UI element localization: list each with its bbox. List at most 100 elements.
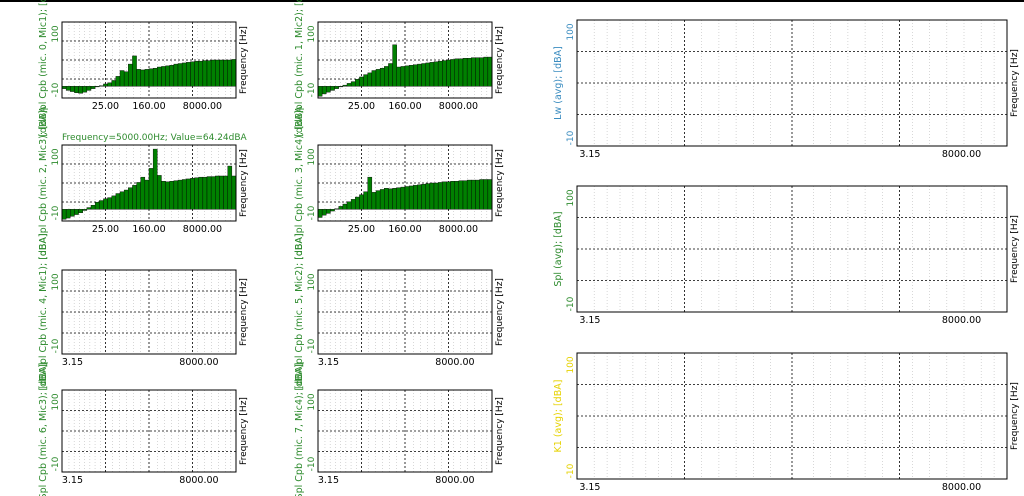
- spectrum-bar[interactable]: [466, 58, 472, 87]
- spectrum-bar[interactable]: [346, 83, 352, 87]
- spectrum-bar[interactable]: [227, 165, 233, 210]
- spectrum-bar[interactable]: [136, 182, 141, 210]
- spectrum-bar[interactable]: [219, 59, 224, 87]
- spectrum-bar[interactable]: [330, 209, 335, 212]
- spectrum-bar[interactable]: [450, 181, 455, 210]
- spectrum-bar[interactable]: [103, 83, 108, 87]
- spectrum-bar[interactable]: [90, 205, 96, 210]
- spectrum-bar[interactable]: [181, 62, 187, 87]
- spectrum-bar[interactable]: [173, 180, 179, 210]
- spectrum-bar[interactable]: [388, 63, 393, 87]
- spectrum-bar[interactable]: [363, 74, 368, 87]
- spectrum-bar[interactable]: [70, 209, 75, 217]
- spectrum-bar[interactable]: [367, 72, 373, 87]
- spectrum-bar[interactable]: [487, 56, 493, 87]
- spectrum-bar[interactable]: [396, 187, 402, 210]
- spectrum-bar[interactable]: [317, 209, 323, 218]
- spectrum-bar[interactable]: [177, 179, 183, 210]
- spectrum-bar[interactable]: [65, 86, 71, 91]
- spectrum-bar[interactable]: [206, 60, 212, 87]
- spectrum-bar[interactable]: [454, 58, 460, 87]
- spectrum-bar[interactable]: [119, 191, 125, 210]
- spectrum-bar[interactable]: [355, 79, 360, 87]
- spectrum-bar[interactable]: [198, 60, 204, 87]
- spectrum-bar[interactable]: [190, 61, 195, 87]
- spectrum-bar[interactable]: [437, 60, 443, 87]
- spectrum-bar[interactable]: [417, 63, 422, 87]
- spectrum-bar[interactable]: [462, 58, 468, 87]
- spectrum-bar[interactable]: [86, 207, 92, 210]
- spectrum-bar[interactable]: [99, 200, 104, 210]
- spectrum-bar[interactable]: [413, 185, 418, 210]
- spectrum-bar[interactable]: [78, 86, 83, 94]
- spectrum-bar[interactable]: [186, 62, 191, 87]
- spectrum-bar[interactable]: [350, 81, 356, 87]
- spectrum-bar[interactable]: [82, 209, 88, 211]
- spectrum-bar[interactable]: [194, 177, 199, 210]
- spectrum-bar[interactable]: [148, 168, 154, 210]
- spectrum-bar[interactable]: [450, 59, 455, 87]
- spectrum-bar[interactable]: [165, 181, 170, 210]
- spectrum-bar[interactable]: [321, 209, 327, 216]
- spectrum-bar[interactable]: [210, 176, 216, 210]
- spectrum-bar[interactable]: [375, 190, 381, 210]
- spectrum-bar[interactable]: [107, 197, 112, 210]
- spectrum-bar[interactable]: [392, 44, 397, 87]
- spectrum-bar[interactable]: [165, 65, 170, 87]
- spectrum-bar[interactable]: [78, 209, 83, 214]
- spectrum-bar[interactable]: [202, 176, 208, 210]
- spectrum-bar[interactable]: [425, 62, 431, 87]
- spectrum-bar[interactable]: [330, 86, 335, 91]
- spectrum-bar[interactable]: [86, 86, 92, 91]
- spectrum-bar[interactable]: [355, 196, 360, 210]
- spectrum-bar[interactable]: [152, 67, 158, 87]
- spectrum-bar[interactable]: [210, 59, 216, 87]
- spectrum-bar[interactable]: [94, 202, 100, 210]
- spectrum-bar[interactable]: [186, 178, 191, 210]
- spectrum-bar[interactable]: [99, 85, 104, 87]
- spectrum-bar[interactable]: [136, 69, 141, 87]
- spectrum-bar[interactable]: [421, 63, 426, 87]
- spectrum-bar[interactable]: [458, 180, 464, 210]
- spectrum-bar[interactable]: [231, 59, 237, 87]
- spectrum-bar[interactable]: [433, 61, 439, 87]
- spectrum-bar[interactable]: [157, 175, 162, 210]
- spectrum-bar[interactable]: [74, 209, 79, 215]
- spectrum-bar[interactable]: [148, 68, 154, 87]
- spectrum-bar[interactable]: [115, 76, 121, 87]
- spectrum-bar[interactable]: [396, 66, 402, 87]
- spectrum-bar[interactable]: [384, 188, 389, 210]
- spectrum-bar[interactable]: [177, 63, 183, 87]
- spectrum-bar[interactable]: [454, 181, 460, 210]
- spectrum-bar[interactable]: [471, 179, 476, 210]
- spectrum-bar[interactable]: [194, 60, 199, 87]
- spectrum-bar[interactable]: [342, 84, 348, 87]
- spectrum-bar[interactable]: [367, 176, 373, 210]
- spectrum-bar[interactable]: [321, 86, 327, 95]
- spectrum-bar[interactable]: [404, 65, 410, 87]
- spectrum-bar[interactable]: [103, 198, 108, 210]
- spectrum-bar[interactable]: [94, 86, 100, 88]
- spectrum-bar[interactable]: [346, 201, 352, 210]
- spectrum-bar[interactable]: [442, 60, 447, 87]
- spectrum-bar[interactable]: [123, 71, 129, 87]
- spectrum-bar[interactable]: [338, 206, 344, 210]
- spectrum-bar[interactable]: [144, 69, 150, 87]
- spectrum-bar[interactable]: [111, 80, 117, 87]
- spectrum-bar[interactable]: [375, 69, 381, 87]
- spectrum-bar[interactable]: [227, 59, 233, 87]
- spectrum-bar[interactable]: [404, 186, 410, 210]
- spectrum-bar[interactable]: [326, 209, 331, 214]
- spectrum-bar[interactable]: [487, 179, 493, 210]
- spectrum-bar[interactable]: [206, 176, 212, 210]
- spectrum-bar[interactable]: [479, 179, 484, 210]
- spectrum-bar[interactable]: [65, 209, 71, 219]
- spectrum-bar[interactable]: [107, 82, 112, 87]
- spectrum-bar[interactable]: [475, 179, 480, 210]
- spectrum-bar[interactable]: [181, 179, 187, 210]
- spectrum-bar[interactable]: [152, 148, 158, 210]
- spectrum-bar[interactable]: [408, 185, 414, 210]
- spectrum-bar[interactable]: [219, 175, 224, 210]
- spectrum-bar[interactable]: [400, 186, 406, 210]
- spectrum-bar[interactable]: [350, 199, 356, 210]
